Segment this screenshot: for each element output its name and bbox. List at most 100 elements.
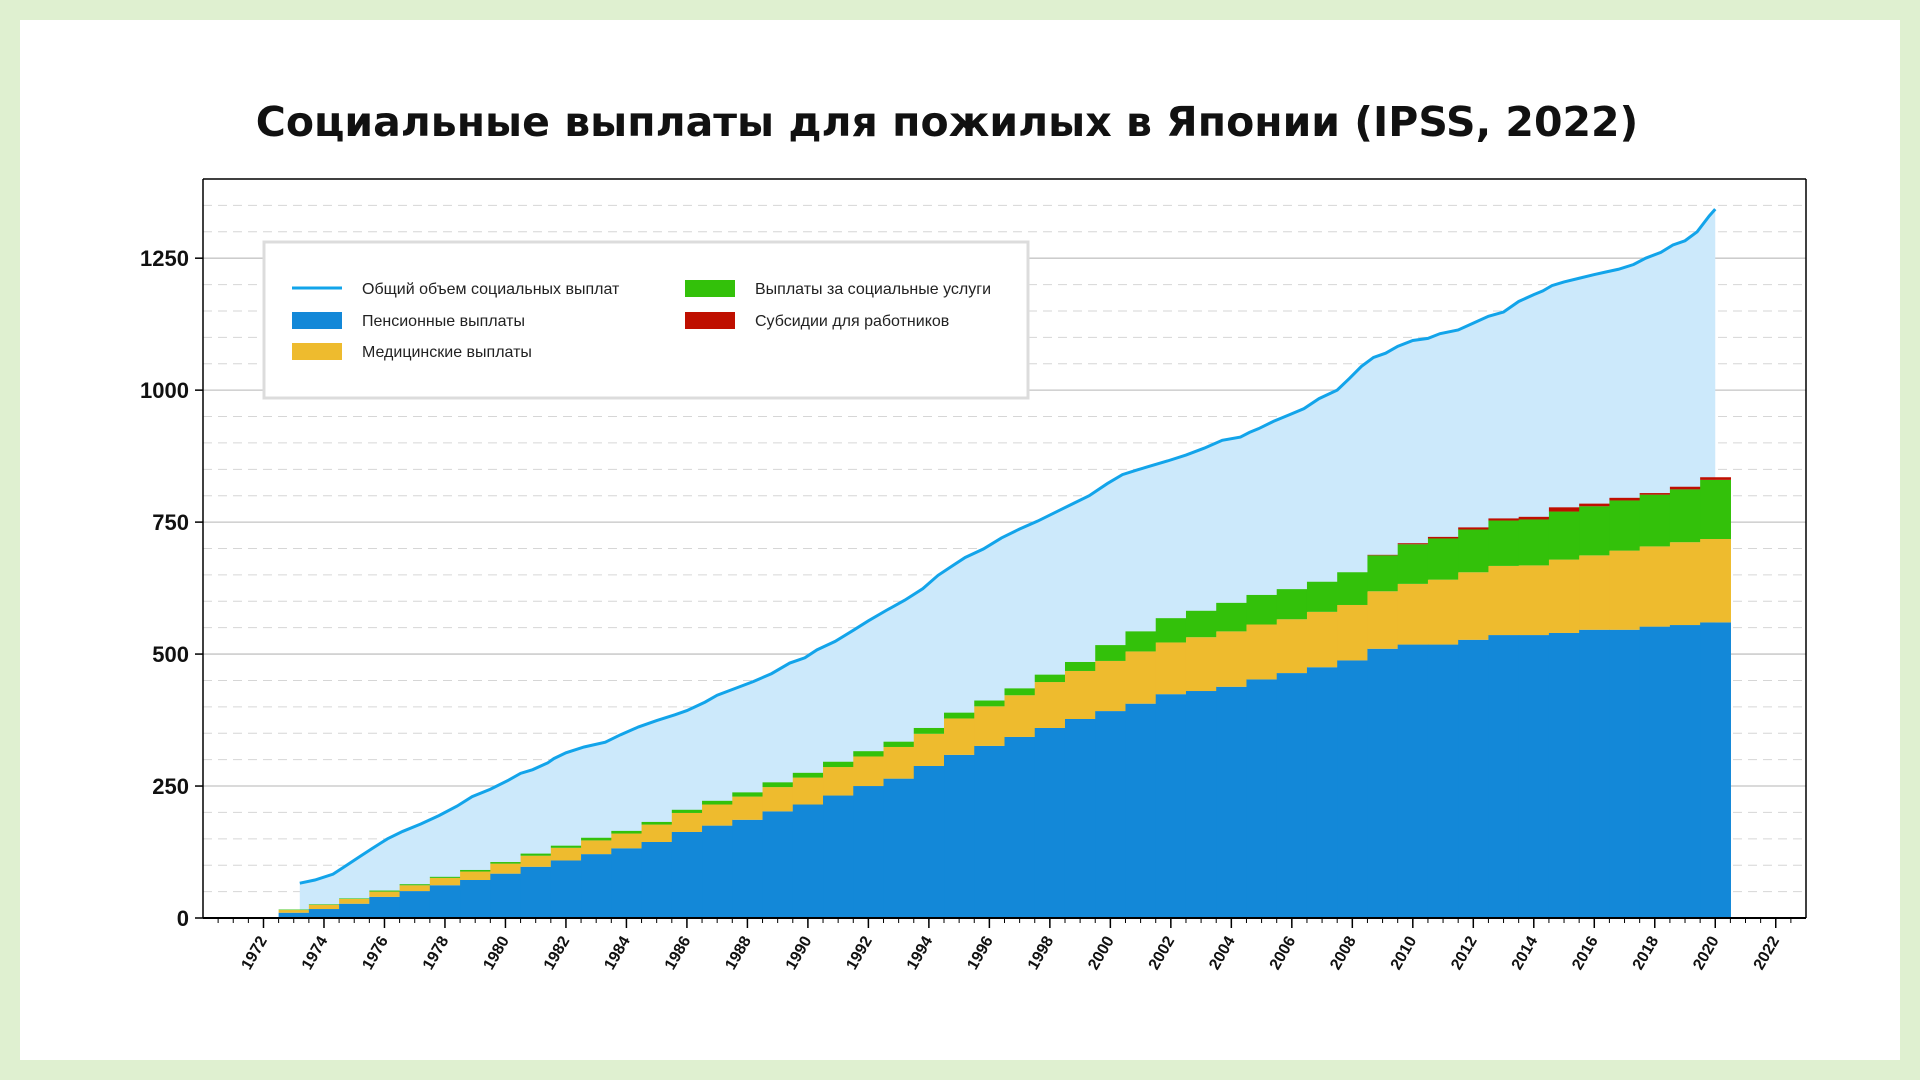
bar-eebb2e-1995	[944, 718, 975, 755]
bar-bf0f00-2011	[1427, 536, 1459, 539]
bar-eebb2e-2005	[1246, 624, 1278, 680]
bar-1388d8-2015	[1548, 632, 1580, 918]
bar-33c10a-1987	[702, 800, 733, 805]
bar-eebb2e-1994	[913, 733, 945, 766]
bar-bf0f00-2015	[1548, 507, 1580, 512]
bar-33c10a-2013	[1488, 520, 1520, 566]
bar-1388d8-2016	[1579, 629, 1611, 918]
x-tick-label: 1974	[299, 933, 332, 972]
stacked-bars	[278, 477, 1731, 918]
bar-33c10a-1979	[460, 869, 491, 872]
bar-bf0f00-2017	[1609, 497, 1641, 501]
bar-1388d8-1973	[278, 912, 310, 918]
bar-33c10a-1990	[792, 772, 824, 778]
bar-33c10a-2014	[1518, 519, 1550, 566]
bar-eebb2e-2006	[1276, 619, 1308, 674]
legend-label: Субсидии для работников	[755, 313, 949, 330]
x-tick-label: 2022	[1751, 933, 1784, 972]
bar-33c10a-1985	[641, 821, 673, 825]
y-tick-label: 250	[152, 774, 189, 799]
bar-1388d8-1974	[308, 909, 340, 918]
legend-box	[262, 240, 1030, 400]
bar-33c10a-1996	[974, 700, 1006, 707]
bar-33c10a-2004	[1216, 602, 1248, 632]
y-tick-label: 500	[152, 642, 189, 667]
bar-eebb2e-1989	[762, 787, 794, 812]
bar-eebb2e-1976	[369, 891, 401, 897]
bar-1388d8-1986	[671, 831, 703, 918]
bar-eebb2e-2015	[1548, 559, 1580, 633]
bar-33c10a-1998	[1034, 674, 1066, 683]
x-tick-label: 2014	[1509, 933, 1542, 972]
x-tick-label: 2008	[1327, 933, 1360, 972]
bar-1388d8-2004	[1216, 686, 1248, 918]
legend-label: Выплаты за социальные услуги	[755, 281, 991, 298]
bar-eebb2e-1999	[1064, 670, 1096, 719]
bar-1388d8-2001	[1125, 703, 1157, 918]
x-tick-label: 1988	[722, 933, 755, 972]
y-tick-label: 0	[177, 906, 189, 931]
bar-1388d8-1996	[974, 745, 1006, 918]
x-tick-label: 1972	[238, 933, 271, 972]
bar-eebb2e-2007	[1306, 611, 1338, 668]
bar-eebb2e-1986	[671, 812, 703, 832]
bar-1388d8-2010	[1397, 644, 1429, 918]
legend-label: Общий объем социальных выплат	[362, 281, 620, 298]
bar-1388d8-2017	[1609, 629, 1641, 918]
total-series-line	[299, 208, 1717, 885]
bar-bf0f00-2009	[1367, 554, 1399, 556]
bar-33c10a-2020	[1700, 479, 1731, 539]
legend: Общий объем социальных выплат Пенсионные …	[262, 240, 1030, 400]
bar-bf0f00-2013	[1488, 518, 1520, 521]
bar-1388d8-1976	[369, 896, 401, 918]
bar-1388d8-1992	[853, 786, 885, 918]
bar-33c10a-2006	[1276, 589, 1308, 620]
bar-eebb2e-2016	[1579, 555, 1611, 630]
bar-eebb2e-2013	[1488, 565, 1520, 636]
bar-1388d8-1984	[611, 848, 643, 918]
bar-eebb2e-1990	[792, 777, 824, 805]
y-tick-label: 750	[152, 510, 189, 535]
x-tick-label: 1996	[964, 933, 997, 972]
bar-33c10a-1991	[823, 761, 854, 768]
bar-eebb2e-1974	[308, 904, 340, 910]
bar-eebb2e-2010	[1397, 583, 1429, 645]
x-tick-label: 2016	[1569, 933, 1602, 972]
x-tick-label: 1986	[662, 933, 695, 972]
x-tick-label: 2010	[1388, 933, 1421, 972]
bar-1388d8-1983	[581, 854, 612, 918]
bar-1388d8-2020	[1700, 622, 1731, 918]
bar-33c10a-2012	[1458, 529, 1490, 573]
bar-1388d8-2005	[1246, 679, 1278, 918]
bar-1388d8-2019	[1669, 625, 1701, 918]
bar-1388d8-1999	[1064, 718, 1096, 918]
bar-1388d8-1980	[490, 873, 522, 918]
x-tick-label: 1998	[1025, 933, 1058, 972]
x-tick-label: 1994	[904, 933, 937, 972]
bar-1388d8-1994	[913, 765, 945, 918]
y-tick-label: 1250	[140, 246, 189, 271]
bar-33c10a-1975	[339, 898, 370, 899]
legend-swatch	[685, 280, 735, 297]
bar-33c10a-1981	[520, 853, 552, 856]
bar-bf0f00-2012	[1458, 527, 1490, 530]
bar-1388d8-2013	[1488, 635, 1520, 918]
bar-eebb2e-1988	[732, 796, 764, 820]
bar-33c10a-2015	[1548, 511, 1580, 560]
bar-1388d8-2003	[1185, 691, 1217, 918]
bar-1388d8-1985	[641, 841, 673, 918]
legend-swatch	[292, 312, 342, 329]
bar-33c10a-1994	[913, 727, 945, 734]
bar-eebb2e-2002	[1155, 642, 1187, 695]
bar-1388d8-2011	[1427, 644, 1459, 918]
bar-1388d8-2007	[1306, 667, 1338, 918]
bar-33c10a-1982	[550, 845, 582, 848]
bar-1388d8-2018	[1639, 626, 1671, 918]
bar-1388d8-1978	[429, 885, 461, 918]
x-tick-label: 2006	[1267, 933, 1300, 972]
bar-33c10a-1989	[762, 782, 794, 788]
bar-33c10a-1993	[883, 741, 915, 747]
bar-1388d8-1975	[339, 903, 370, 918]
bar-1388d8-1981	[520, 866, 552, 918]
total-line	[299, 208, 1717, 885]
